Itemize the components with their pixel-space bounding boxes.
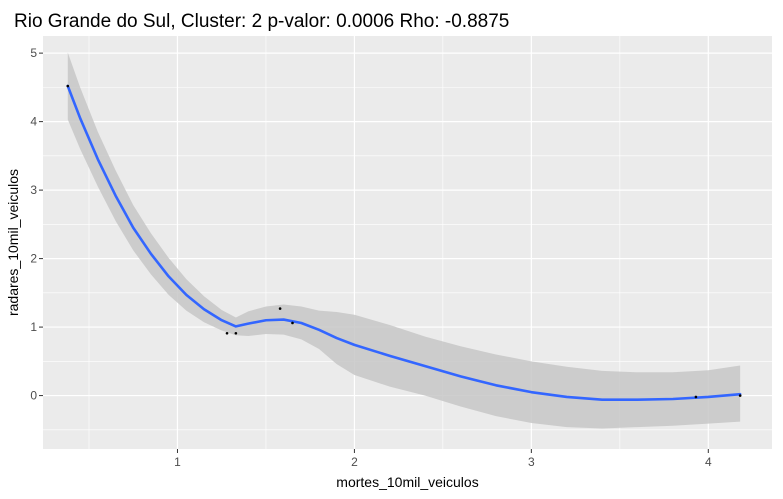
- x-tick-label: 4: [705, 455, 712, 469]
- data-point: [738, 394, 742, 397]
- data-point: [225, 331, 229, 335]
- chart-title: Rio Grande do Sul, Cluster: 2 p-valor: 0…: [14, 11, 509, 32]
- y-axis-ticks: 0 1 2 3 4 5: [30, 46, 43, 403]
- major-gridlines: [43, 36, 772, 449]
- x-tick-label: 2: [351, 455, 358, 469]
- data-point: [291, 321, 294, 325]
- data-points: [66, 84, 742, 399]
- y-axis-title: radares_10mil_veiculos: [5, 169, 21, 316]
- x-axis-ticks: 1 2 3 4: [174, 449, 712, 469]
- y-tick-label: 1: [30, 320, 37, 334]
- y-tick-label: 4: [30, 115, 37, 129]
- data-point: [278, 307, 282, 310]
- y-tick-label: 0: [30, 389, 37, 403]
- smooth-line: [66, 84, 742, 401]
- y-tick-label: 5: [30, 46, 37, 60]
- y-tick-label: 3: [30, 183, 37, 197]
- y-tick-label: 2: [30, 252, 37, 266]
- data-point: [234, 331, 238, 335]
- data-point: [694, 395, 698, 399]
- x-tick-label: 3: [528, 455, 535, 469]
- data-point: [66, 84, 70, 88]
- x-axis-title: mortes_10mil_veiculos: [336, 474, 478, 490]
- x-tick-label: 1: [174, 455, 181, 469]
